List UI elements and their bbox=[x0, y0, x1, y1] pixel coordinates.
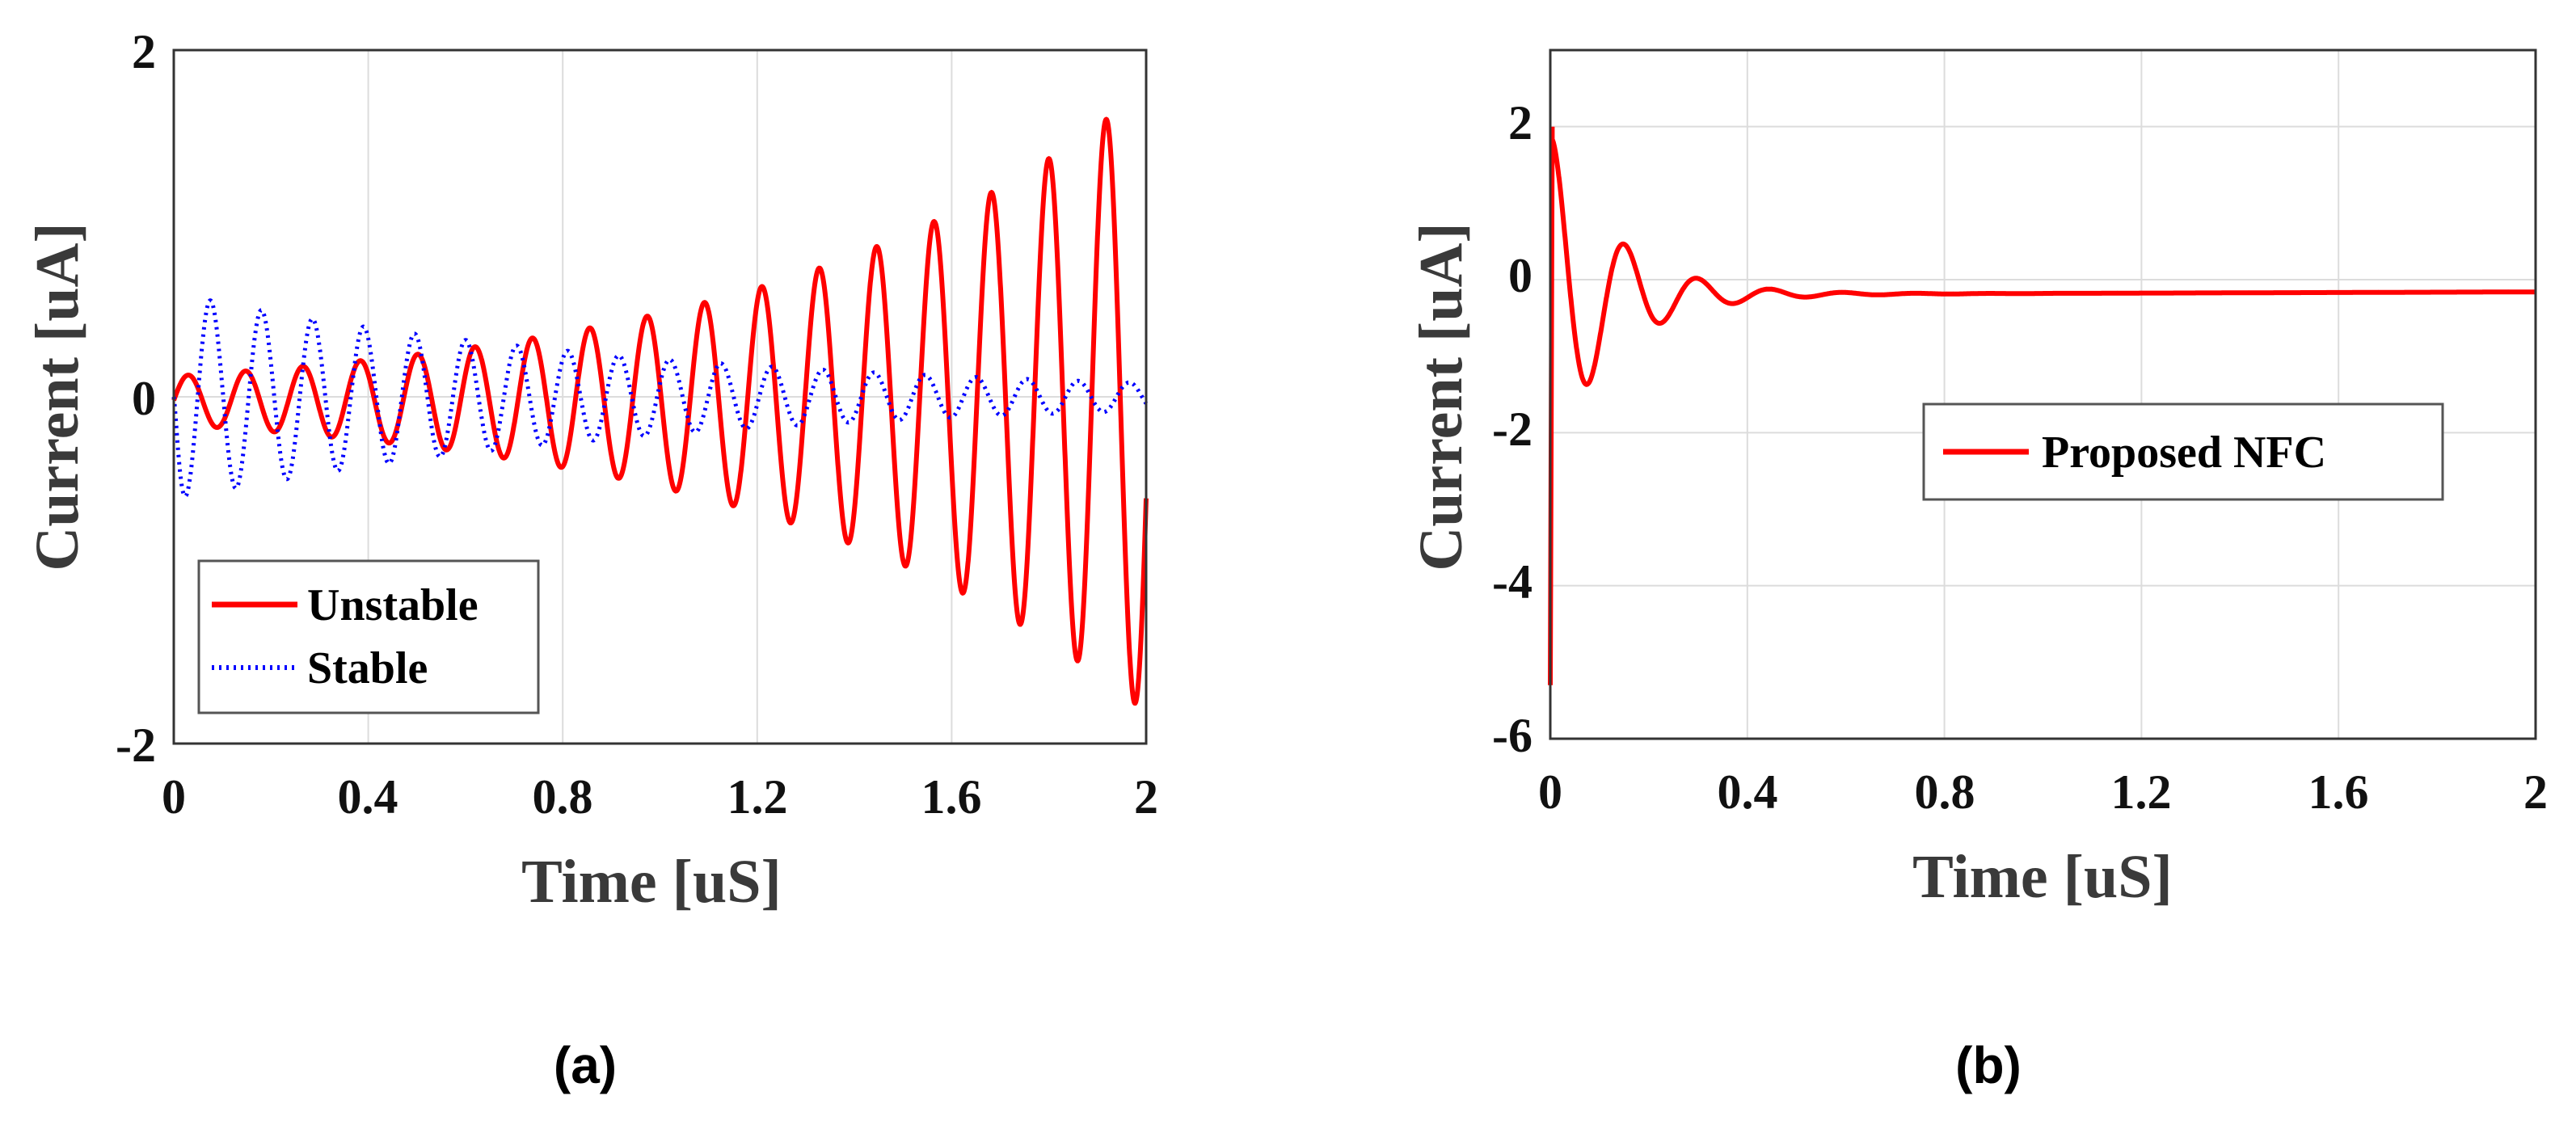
chart-a-ytick: 0 bbox=[132, 372, 156, 425]
chart-b-legend: Proposed NFC bbox=[1922, 402, 2444, 501]
legend-label-stable: Stable bbox=[307, 643, 428, 693]
chart-b-series bbox=[1548, 126, 2536, 685]
chart-a-xtick: 0 bbox=[162, 770, 186, 824]
chart-b-xtick: 1.6 bbox=[2308, 765, 2369, 819]
chart-a-xlabel: Time [uS] bbox=[521, 848, 782, 916]
chart-a-series-unstable bbox=[171, 116, 1149, 706]
chart-b-xtick: 0.4 bbox=[1718, 765, 1778, 819]
chart-b-ytick: 2 bbox=[1508, 96, 1533, 150]
chart-b-ytick: -6 bbox=[1492, 709, 1533, 762]
legend-box bbox=[197, 559, 540, 714]
chart-a: 2 0 -2 0 0.4 0.8 1.2 1.6 2 Time [uS] Cur… bbox=[23, 25, 1158, 1094]
chart-a-ytick: 2 bbox=[132, 25, 156, 78]
chart-a-legend: Unstable Stable bbox=[197, 559, 540, 714]
legend-label-unstable: Unstable bbox=[307, 580, 479, 630]
legend-label-proposed-nfc: Proposed NFC bbox=[2042, 428, 2326, 478]
chart-b-xtick: 0.8 bbox=[1915, 765, 1975, 819]
chart-a-xtick: 2 bbox=[1134, 770, 1158, 824]
chart-b-ytick: -2 bbox=[1492, 402, 1533, 456]
chart-a-xtick: 0.4 bbox=[338, 770, 398, 824]
chart-a-series bbox=[171, 116, 1149, 706]
chart-a-series-stable bbox=[171, 298, 1149, 499]
chart-b-ylabel: Current [uA] bbox=[1407, 222, 1475, 571]
chart-a-ylabel: Current [uA] bbox=[23, 222, 91, 571]
chart-b-ytick: 0 bbox=[1508, 249, 1533, 302]
panel-label-a: (a) bbox=[554, 1036, 617, 1094]
chart-a-xtick: 0.8 bbox=[533, 770, 593, 824]
panel-label-b: (b) bbox=[1955, 1036, 2022, 1094]
chart-b-series-proposed-nfc bbox=[1548, 126, 2536, 685]
chart-b-ticks: 2 0 -2 -4 -6 0 0.4 0.8 1.2 1.6 2 bbox=[1492, 96, 2548, 819]
chart-a-ticks: 2 0 -2 0 0.4 0.8 1.2 1.6 2 bbox=[116, 25, 1158, 824]
chart-a-ytick: -2 bbox=[116, 719, 156, 772]
chart-b-xtick: 0 bbox=[1538, 765, 1562, 819]
chart-b-ytick: -4 bbox=[1492, 555, 1533, 609]
chart-b: 2 0 -2 -4 -6 0 0.4 0.8 1.2 1.6 2 Time [u… bbox=[1407, 48, 2548, 1094]
chart-a-xtick: 1.2 bbox=[727, 770, 788, 824]
chart-a-xtick: 1.6 bbox=[921, 770, 982, 824]
chart-b-grid bbox=[1549, 50, 2536, 740]
chart-b-xtick: 1.2 bbox=[2111, 765, 2172, 819]
chart-b-xlabel: Time [uS] bbox=[1912, 843, 2173, 911]
chart-b-xtick: 2 bbox=[2523, 765, 2548, 819]
chart-b-frame bbox=[1549, 48, 2537, 740]
chart-a-frame bbox=[172, 48, 1148, 745]
